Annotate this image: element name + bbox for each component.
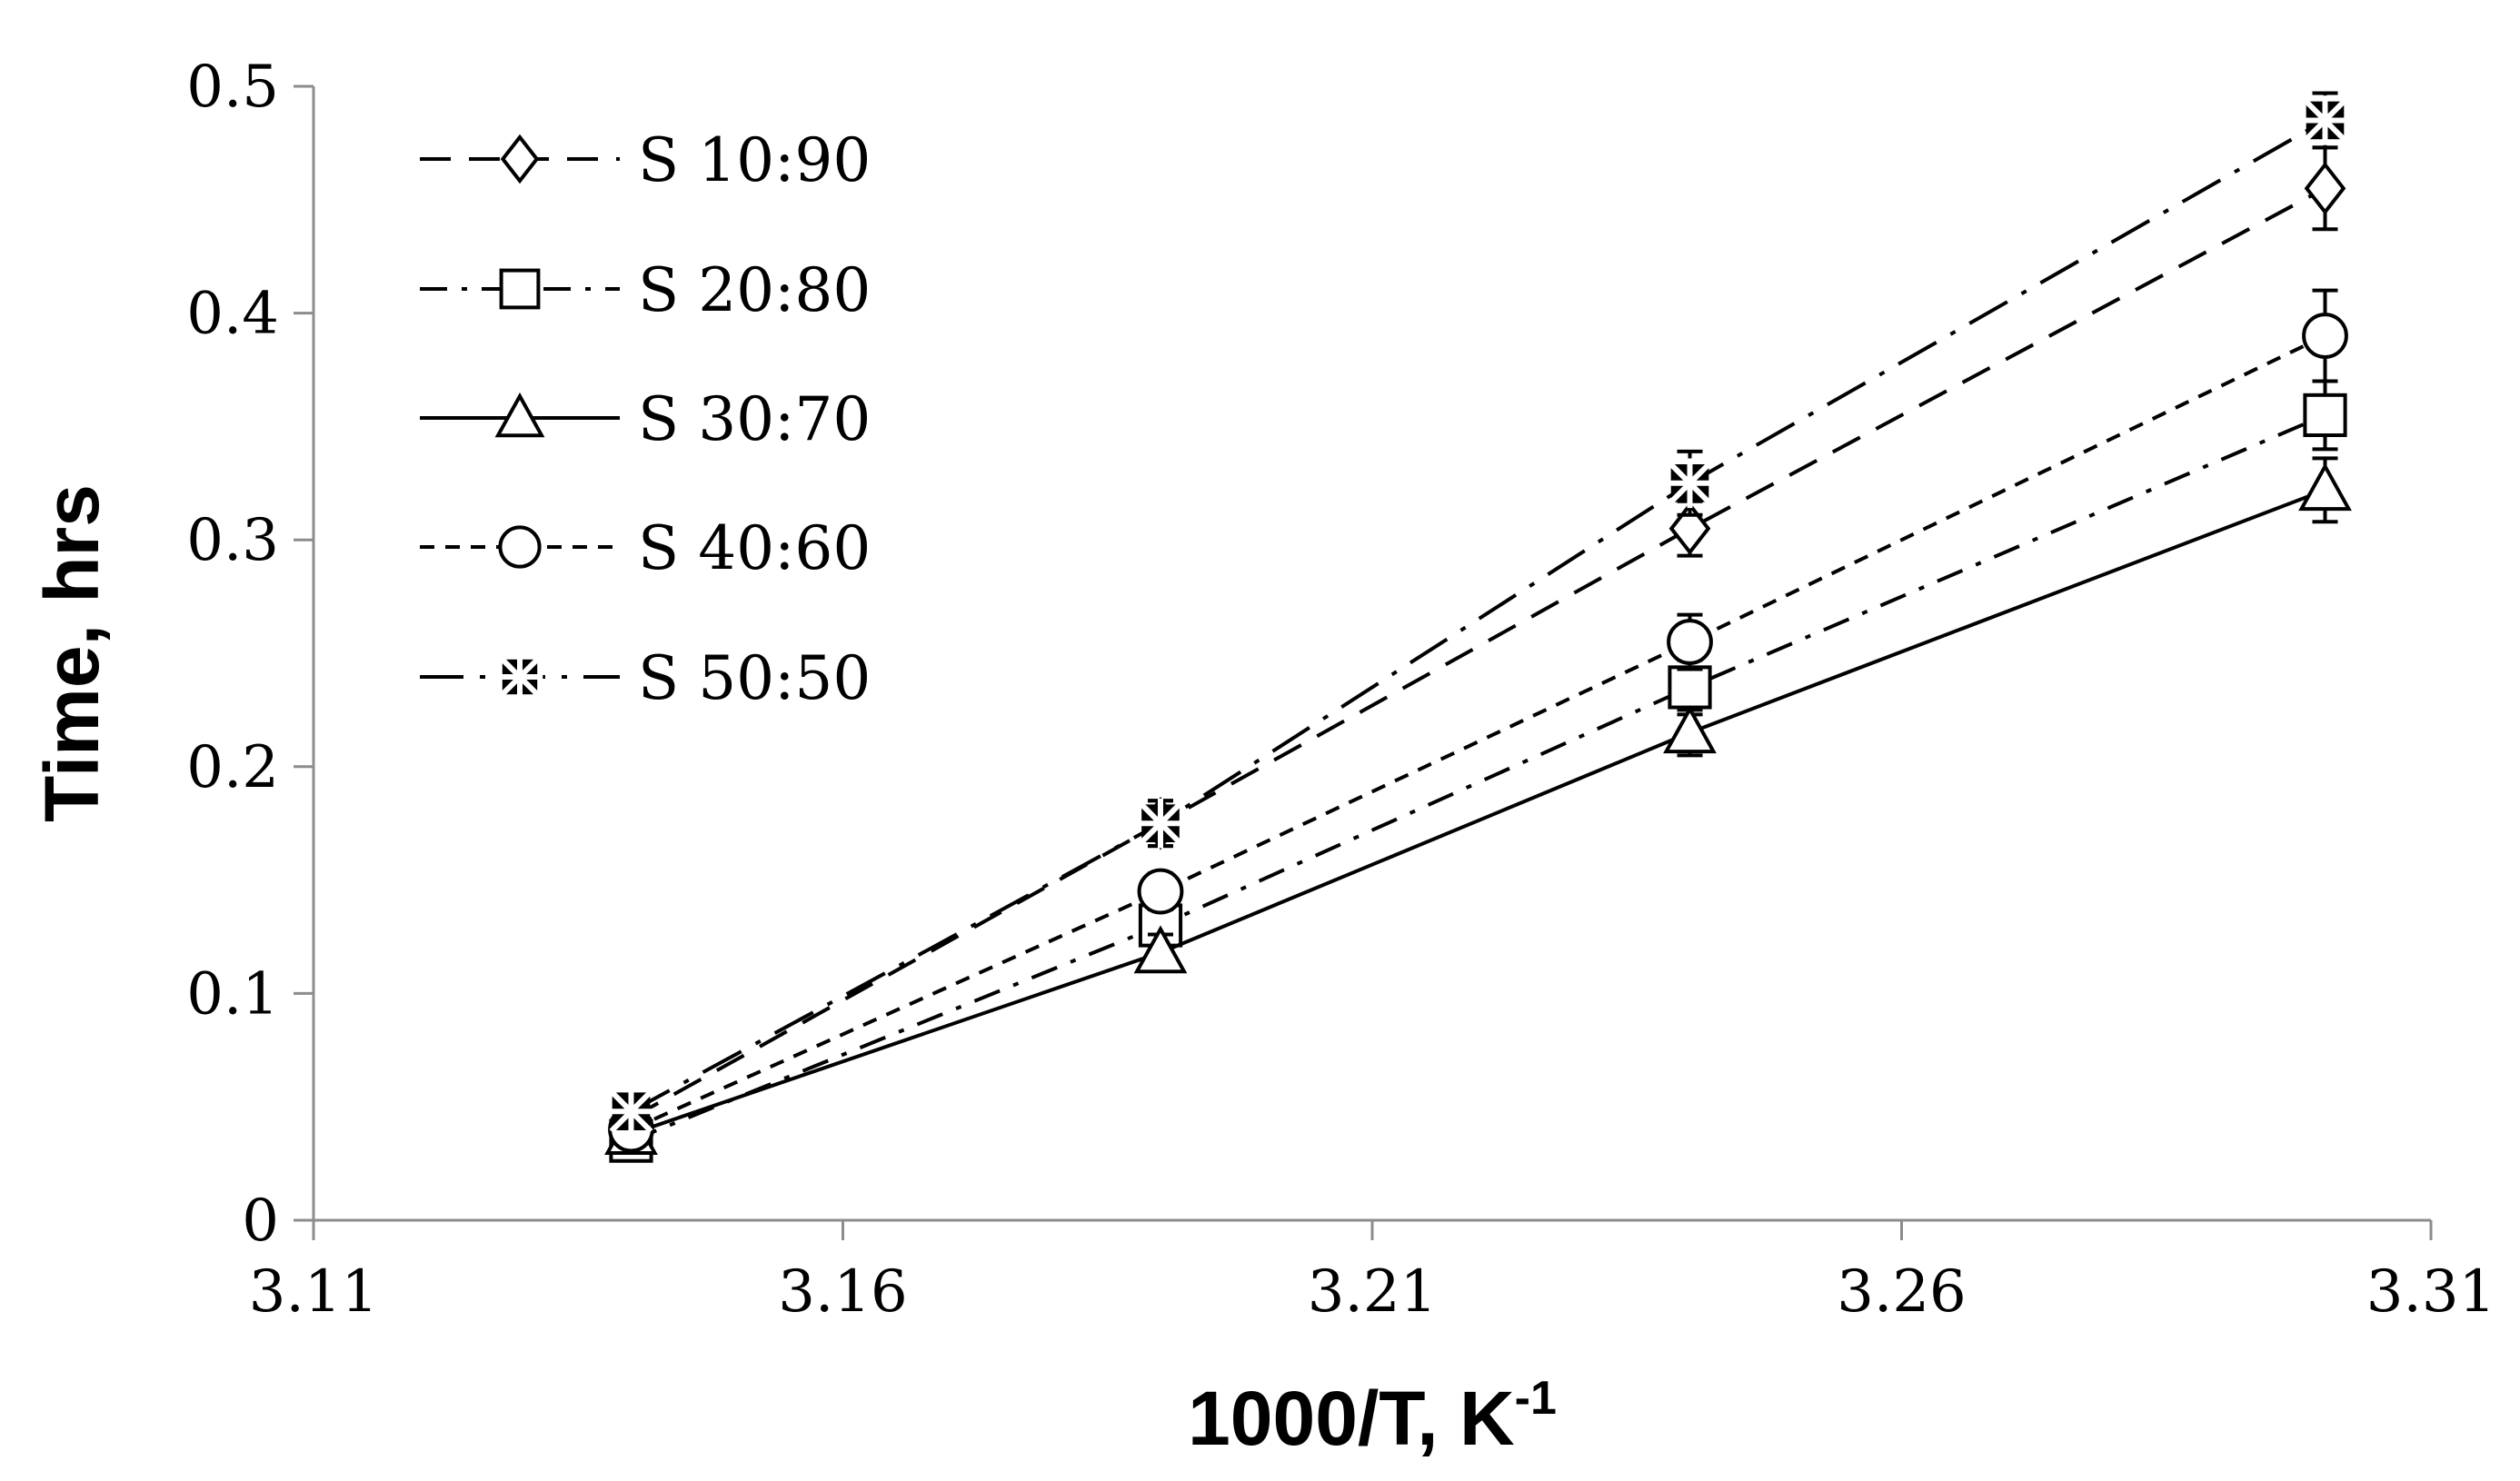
star-square-ray — [2303, 118, 2327, 143]
star-square-ray — [629, 1089, 653, 1114]
star-square-ray — [609, 1089, 633, 1114]
triangle-marker — [1663, 705, 1717, 754]
series-line — [630, 186, 2326, 1120]
star-square-marker — [496, 653, 543, 701]
y-tick-label: 0 — [242, 1188, 279, 1255]
series-lines — [604, 91, 2352, 1163]
series-star-square — [606, 91, 2350, 1137]
star-square-ray — [2323, 98, 2347, 123]
legend-entry: S 10:90 — [420, 125, 871, 195]
legend-entry: S 40:60 — [420, 513, 871, 583]
star-square-ray — [1158, 821, 1182, 846]
star-square-ray — [499, 674, 523, 698]
star-square-ray — [517, 674, 541, 698]
x-tick-label: 3.16 — [778, 1258, 908, 1326]
series-diamond — [610, 145, 2346, 1145]
legend-label: S 10:90 — [638, 125, 871, 195]
diamond-marker — [500, 134, 540, 184]
star-square-ray — [629, 1109, 653, 1134]
star-square-marker — [1135, 798, 1186, 849]
legend-label: S 20:80 — [638, 255, 871, 325]
diamond-marker — [2304, 162, 2346, 215]
star-square-ray — [1158, 801, 1182, 826]
legend-label: S 30:70 — [638, 384, 871, 454]
series-line — [630, 333, 2326, 1131]
star-square-ray — [1668, 481, 1692, 505]
legend-entry: S 50:50 — [420, 643, 871, 713]
triangle-marker — [2298, 462, 2352, 512]
y-tick-label: 0.1 — [186, 960, 279, 1028]
y-tick-label: 0.4 — [186, 281, 279, 348]
x-tick-label: 3.26 — [1837, 1258, 1967, 1326]
circle-marker — [1137, 868, 1184, 915]
legend-entry: S 20:80 — [420, 255, 871, 325]
star-square-marker — [1665, 458, 1715, 509]
x-axis-title: 1000/T, K-1 — [1188, 1372, 1557, 1461]
circle-marker — [2302, 313, 2348, 359]
axes: 0 0.1 0.2 0.3 0.4 0.5 3.11 3.16 3.21 3.26 3.31 1000… — [29, 54, 2495, 1461]
y-axis-title: Time, hrs — [29, 484, 115, 822]
star-square-ray — [1668, 461, 1692, 485]
square-marker — [2303, 393, 2347, 438]
y-tick-label: 0.3 — [186, 507, 279, 574]
star-square-ray — [2323, 118, 2347, 143]
star-square-ray — [2303, 98, 2327, 123]
star-square-ray — [1139, 821, 1163, 846]
star-square-marker — [2300, 95, 2350, 145]
series-line — [630, 488, 2326, 1137]
square-marker — [1668, 665, 1712, 710]
legend-label: S 50:50 — [638, 643, 871, 713]
star-square-ray — [609, 1109, 633, 1134]
star-square-ray — [517, 656, 541, 680]
series-line — [630, 413, 2326, 1143]
star-square-ray — [1688, 481, 1712, 505]
y-tick-label: 0.5 — [186, 54, 279, 121]
legend-label: S 40:60 — [638, 513, 871, 583]
x-tick-label: 3.11 — [249, 1258, 379, 1326]
star-square-ray — [499, 656, 523, 680]
x-tick-label: 3.31 — [2366, 1258, 2496, 1326]
triangle-marker — [494, 392, 545, 438]
star-square-ray — [1139, 801, 1163, 826]
star-square-ray — [1688, 461, 1712, 485]
x-tick-label: 3.21 — [1308, 1258, 1438, 1326]
circle-marker — [498, 525, 542, 569]
triangle-marker — [1133, 925, 1188, 974]
legend-entry: S 30:70 — [420, 384, 871, 454]
series-line — [630, 118, 2326, 1113]
series-square — [609, 379, 2347, 1163]
circle-marker — [1667, 619, 1713, 665]
star-square-marker — [606, 1086, 656, 1137]
square-marker — [499, 268, 541, 310]
y-tick-label: 0.2 — [186, 734, 279, 801]
legend: S 10:90 S 20:80 S 30:70 S 40:60 S 50:50 — [420, 125, 871, 713]
